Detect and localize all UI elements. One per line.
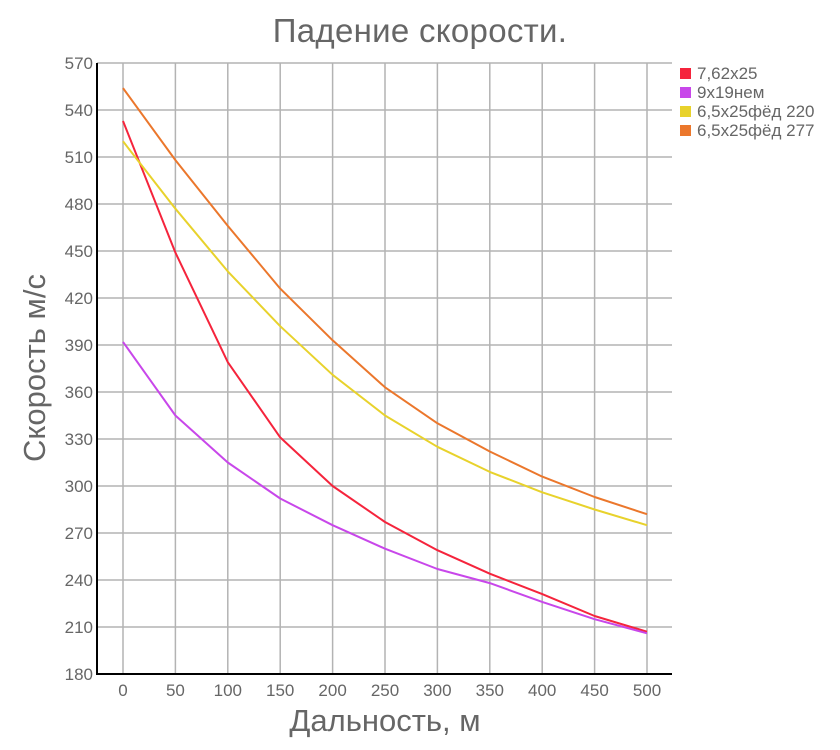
y-tick-label: 510 xyxy=(65,148,93,167)
series-line-3 xyxy=(122,87,648,516)
series-line-2 xyxy=(122,140,648,527)
series-lines xyxy=(122,87,648,635)
x-tick-label: 400 xyxy=(528,681,556,700)
legend-swatch-icon xyxy=(680,106,691,117)
legend-item: 9x19нем xyxy=(680,83,815,102)
y-tick-label: 570 xyxy=(65,54,93,73)
y-tick-label: 480 xyxy=(65,195,93,214)
x-axis-title: Дальность, м xyxy=(289,703,480,738)
gridlines xyxy=(97,62,672,674)
x-tick-label: 200 xyxy=(318,681,346,700)
x-tick-label: 50 xyxy=(166,681,185,700)
x-tick-label: 0 xyxy=(118,681,127,700)
legend-label: 6,5x25фёд 220 xyxy=(697,101,815,121)
x-tick-label: 450 xyxy=(580,681,608,700)
legend-item: 7,62x25 xyxy=(680,64,815,83)
y-tick-label: 330 xyxy=(65,430,93,449)
legend-swatch-icon xyxy=(680,125,691,136)
y-tick-label: 540 xyxy=(65,101,93,120)
x-tick-label: 500 xyxy=(633,681,661,700)
y-tick-label: 270 xyxy=(65,524,93,543)
x-tick-label: 300 xyxy=(423,681,451,700)
y-tick-label: 210 xyxy=(65,618,93,637)
series-line-1 xyxy=(122,341,648,635)
y-axis-title: Скорость м/с xyxy=(17,274,52,462)
legend: 7,62x25 9x19нем 6,5x25фёд 220 6,5x25фёд 277 xyxy=(680,64,815,140)
legend-label: 7,62x25 xyxy=(697,63,758,83)
y-tick-label: 420 xyxy=(65,289,93,308)
x-tick-label: 100 xyxy=(214,681,242,700)
y-tick-label: 240 xyxy=(65,571,93,590)
legend-label: 6,5x25фёд 277 xyxy=(697,120,815,140)
y-axis-ticks: 180 210 240 270 300 330 360 390 420 450 480 510 540 5… xyxy=(65,54,93,684)
y-tick-label: 360 xyxy=(65,383,93,402)
x-tick-label: 250 xyxy=(371,681,399,700)
y-tick-label: 180 xyxy=(65,665,93,684)
x-tick-label: 150 xyxy=(266,681,294,700)
chart-title: Падение скорости. xyxy=(0,12,840,51)
y-tick-label: 450 xyxy=(65,242,93,261)
y-tick-label: 390 xyxy=(65,336,93,355)
x-axis-ticks: 0 50 100 150 200 250 300 350 400 450 500 xyxy=(118,681,661,700)
legend-item: 6,5x25фёд 220 xyxy=(680,102,815,121)
series-line-0 xyxy=(122,120,648,633)
x-tick-label: 350 xyxy=(476,681,504,700)
chart-title-text: Падение скорости. xyxy=(272,12,568,49)
y-tick-label: 300 xyxy=(65,477,93,496)
legend-swatch-icon xyxy=(680,68,691,79)
legend-label: 9x19нем xyxy=(697,82,765,102)
legend-item: 6,5x25фёд 277 xyxy=(680,121,815,140)
axes xyxy=(96,63,672,675)
legend-swatch-icon xyxy=(680,87,691,98)
